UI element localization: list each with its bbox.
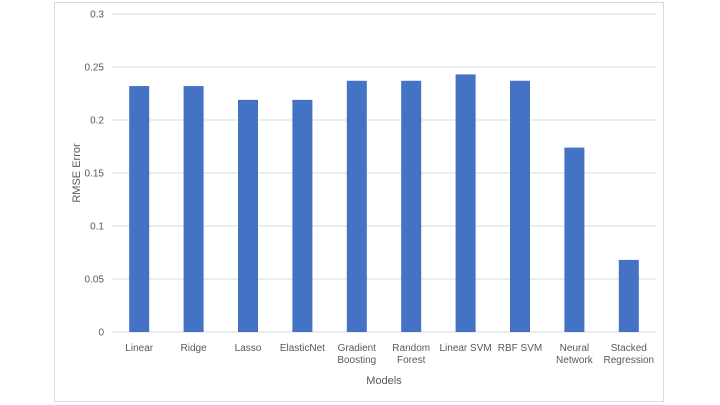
bar <box>455 74 476 333</box>
bar <box>238 99 258 332</box>
x-tick-label: Neural <box>560 343 589 354</box>
y-axis-ticks: 0 0.05 0.1 0.15 0.2 0.25 0.3 <box>85 10 105 339</box>
bar <box>346 80 367 332</box>
y-tick-label: 0.05 <box>85 275 105 286</box>
bar <box>564 147 585 332</box>
x-tick-label: Regression <box>604 355 655 366</box>
x-tick-label: Stacked <box>611 343 647 354</box>
y-tick-label: 0.15 <box>85 169 105 180</box>
y-tick-label: 0 <box>98 328 104 339</box>
bar <box>618 259 639 332</box>
x-tick-label: Ridge <box>181 343 208 354</box>
y-axis-title: RMSE Error <box>71 143 83 203</box>
y-tick-label: 0.3 <box>90 10 104 21</box>
y-tick-label: 0.1 <box>90 222 104 233</box>
x-tick-label: Boosting <box>337 355 376 366</box>
x-axis-ticks: Linear Ridge Lasso ElasticNet GradientBoosti… <box>125 343 654 366</box>
bar <box>292 99 313 332</box>
x-tick-label: ElasticNet <box>280 343 325 354</box>
bar <box>510 80 530 332</box>
x-tick-label: Linear SVM <box>439 343 491 354</box>
x-tick-label: Lasso <box>235 343 262 354</box>
y-tick-label: 0.2 <box>90 116 104 127</box>
x-tick-label: RBF SVM <box>498 343 542 354</box>
x-tick-label: Forest <box>397 355 426 366</box>
x-tick-label: Random <box>392 343 430 354</box>
x-tick-label: Linear <box>125 343 153 354</box>
bar <box>401 80 422 332</box>
x-tick-label: Network <box>556 355 594 366</box>
bar <box>183 86 204 332</box>
x-tick-label: Gradient <box>338 343 377 354</box>
x-axis-title: Models <box>366 375 402 387</box>
bars <box>129 74 639 333</box>
y-tick-label: 0.25 <box>85 63 105 74</box>
bar <box>129 86 150 332</box>
